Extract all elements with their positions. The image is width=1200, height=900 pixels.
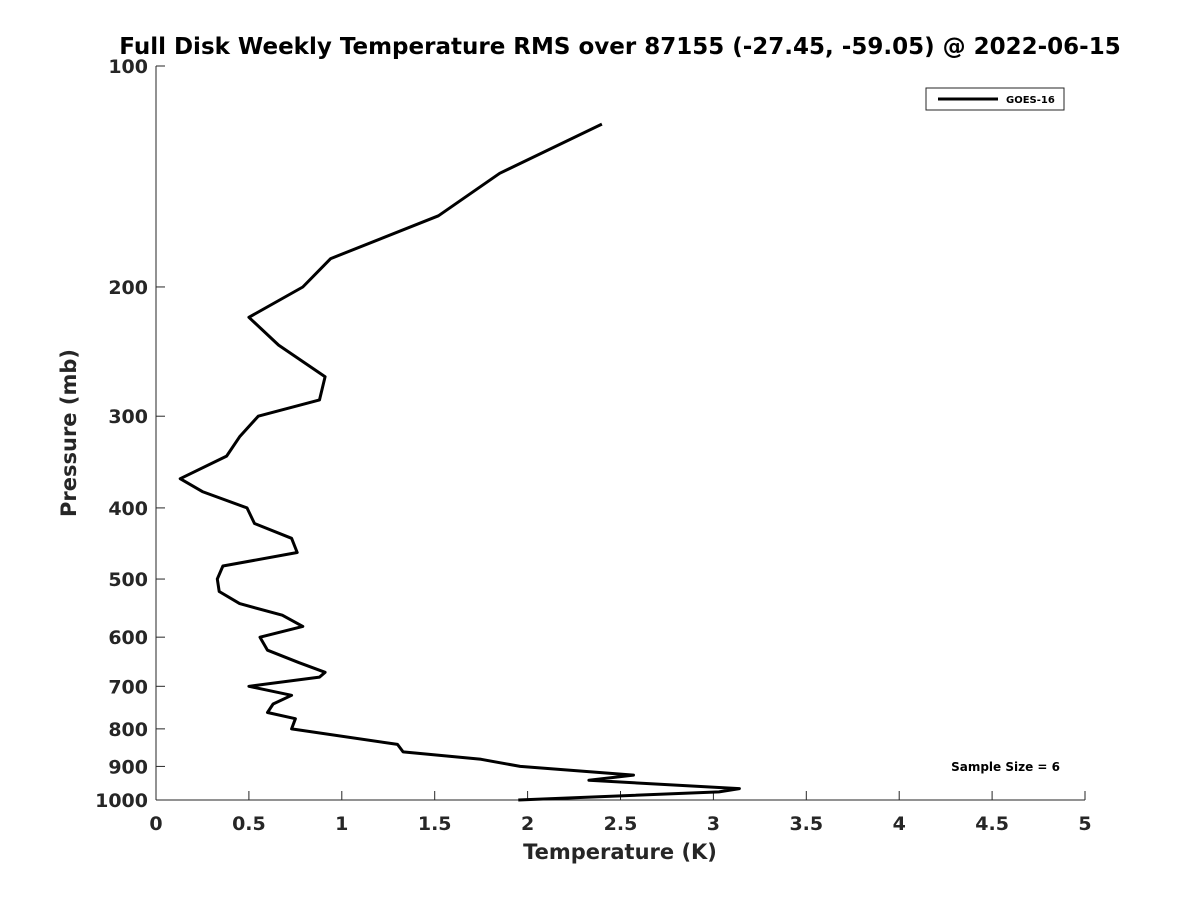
- y-axis-label: Pressure (mb): [57, 349, 81, 517]
- x-tick-label: 2.5: [604, 813, 638, 835]
- x-tick-label: 4: [893, 813, 906, 835]
- x-tick-label: 3.5: [789, 813, 823, 835]
- y-tick-label: 700: [108, 676, 148, 698]
- legend-entry-goes-16: GOES-16: [1006, 95, 1055, 106]
- y-ticks: 100 200 300 400 500 600 700 800 900 1000: [95, 56, 165, 812]
- x-tick-label: 0: [149, 813, 162, 835]
- x-tick-label: 3: [707, 813, 720, 835]
- x-tick-label: 2: [521, 813, 534, 835]
- y-tick-label: 400: [108, 498, 148, 520]
- x-tick-label: 5: [1078, 813, 1091, 835]
- series-layer: [178, 122, 741, 802]
- y-tick-label: 600: [108, 627, 148, 649]
- y-tick-label: 300: [108, 406, 148, 428]
- x-tick-label: 4.5: [975, 813, 1009, 835]
- x-ticks: 0 0.5 1 1.5 2 2.5 3 3.5 4 4.5 5: [149, 791, 1092, 835]
- x-tick-label: 0.5: [232, 813, 266, 835]
- sample-size-annotation: Sample Size = 6: [951, 760, 1060, 774]
- x-tick-label: 1.5: [418, 813, 452, 835]
- y-tick-label: 800: [108, 719, 148, 741]
- x-tick-label: 1: [335, 813, 348, 835]
- x-axis-label: Temperature (K): [523, 840, 717, 864]
- y-tick-label: 100: [108, 56, 148, 78]
- chart-title: Full Disk Weekly Temperature RMS over 87…: [119, 34, 1121, 60]
- y-tick-label: 1000: [95, 790, 148, 812]
- series-line-goes-16: [178, 122, 741, 802]
- y-tick-label: 500: [108, 569, 148, 591]
- axes: [155, 66, 1085, 801]
- legend: GOES-16: [925, 87, 1065, 111]
- y-tick-label: 900: [108, 756, 148, 778]
- y-tick-label: 200: [108, 277, 148, 299]
